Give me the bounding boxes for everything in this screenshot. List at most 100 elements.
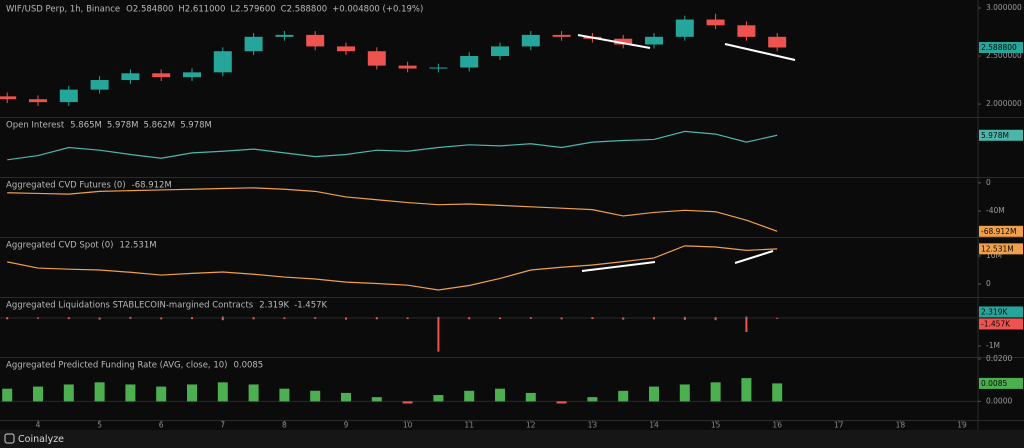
bar	[468, 317, 471, 320]
bar	[129, 316, 132, 318]
bar	[283, 317, 286, 320]
pane-title: Aggregated CVD Futures (0)	[6, 181, 126, 191]
candle-body	[645, 36, 663, 45]
bar	[191, 317, 193, 320]
bar	[98, 317, 101, 320]
y-tick-label: 10M	[986, 251, 1002, 260]
bar	[591, 317, 594, 318]
x-tick-label: 10	[403, 421, 413, 430]
candle-body	[59, 89, 78, 103]
x-tick-label: 15	[711, 421, 721, 430]
bar	[556, 401, 567, 404]
bar	[560, 317, 563, 320]
pane-stat: +0.004800 (+0.19%)	[332, 5, 423, 15]
pane-stat: 5.862M	[144, 121, 176, 131]
y-tick-label: 0	[986, 279, 991, 288]
bar	[529, 317, 532, 318]
last-value-label: -1.457K	[981, 319, 1011, 328]
brand: Coinalyze	[18, 434, 64, 445]
bar	[714, 317, 717, 321]
bar	[375, 317, 378, 318]
x-tick-label: 16	[772, 421, 782, 430]
last-value-label: 0.0085	[981, 379, 1007, 388]
bar	[468, 317, 471, 318]
bar	[345, 317, 347, 320]
candle-body	[367, 51, 386, 66]
pane-stat: O2.584800	[126, 5, 173, 15]
bar	[33, 386, 43, 402]
candle-body	[121, 73, 140, 81]
bar	[591, 317, 594, 320]
candle-body	[737, 25, 756, 37]
candle-body	[213, 51, 232, 73]
candle-body	[706, 19, 725, 26]
bar	[345, 317, 347, 319]
candle-body	[675, 19, 694, 37]
trend-line	[577, 34, 651, 49]
bar	[310, 390, 321, 402]
last-value-label: -68.912M	[981, 227, 1016, 236]
bar	[499, 317, 501, 319]
bar	[2, 388, 13, 402]
bar	[314, 317, 317, 319]
x-tick-label: 19	[957, 421, 967, 430]
bar	[37, 317, 39, 319]
bar	[437, 316, 440, 318]
bar	[776, 317, 779, 319]
bar	[495, 388, 505, 402]
bar	[741, 378, 752, 402]
x-tick-label: 12	[526, 421, 536, 430]
x-tick-label: 6	[159, 421, 164, 430]
y-tick-label: -40M	[986, 206, 1005, 215]
series-line	[7, 245, 778, 291]
bar	[618, 390, 629, 402]
bar	[98, 317, 101, 319]
bar	[371, 397, 382, 402]
bar	[649, 386, 659, 402]
bar	[464, 390, 475, 402]
bar	[252, 317, 255, 318]
series-line	[7, 130, 778, 161]
pane-title: Aggregated Predicted Funding Rate (AVG, …	[6, 361, 227, 371]
bar	[683, 317, 686, 320]
pane-stat: -1.457K	[294, 301, 327, 311]
pane-stat: 5.978M	[107, 121, 139, 131]
y-tick-label: -1M	[986, 341, 1000, 350]
bar	[529, 317, 532, 319]
last-value-label: 2.319K	[981, 307, 1008, 316]
y-tick-label: 2.000000	[986, 99, 1022, 108]
bar	[314, 317, 317, 318]
bar	[587, 397, 598, 402]
last-value-box	[979, 41, 1023, 53]
bar	[402, 401, 413, 404]
bar	[67, 317, 70, 318]
y-tick-label: 2.500000	[986, 51, 1022, 60]
bar	[745, 316, 748, 318]
bar	[622, 317, 625, 320]
bar	[221, 317, 224, 321]
bar	[683, 316, 686, 318]
pane-title: Open Interest	[6, 121, 65, 131]
bar	[248, 384, 259, 402]
bar	[279, 388, 290, 402]
x-tick-label: 7	[220, 421, 225, 430]
candle-body	[152, 73, 171, 78]
y-tick-label: 0.0000	[986, 396, 1012, 405]
pane-title: Aggregated Liquidations STABLECOIN-margi…	[6, 301, 254, 311]
x-tick-label: 18	[896, 421, 906, 430]
pane-stat: C2.588800	[281, 5, 328, 15]
bar	[125, 384, 136, 402]
bar	[221, 316, 224, 318]
last-value-box	[979, 377, 1023, 389]
candle-body	[491, 46, 509, 57]
x-tick-label: 9	[344, 421, 349, 430]
pane-stat: H2.611000	[178, 5, 225, 15]
bar	[283, 317, 286, 319]
bar	[525, 392, 536, 402]
pane-stat: 5.978M	[180, 121, 212, 131]
series-line	[7, 187, 778, 232]
pane-stat: L2.579600	[230, 5, 275, 15]
x-tick-label: 14	[649, 421, 659, 430]
